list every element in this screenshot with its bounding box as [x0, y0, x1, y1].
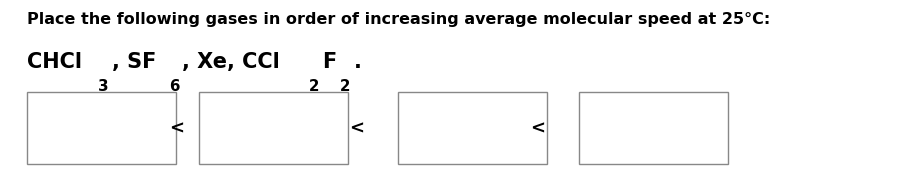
Text: 2: 2 [340, 79, 350, 94]
Text: <: < [169, 119, 183, 137]
Text: CHCl: CHCl [27, 52, 82, 72]
Bar [397, 92, 546, 164]
Text: 3: 3 [98, 79, 108, 94]
Text: , Xe, CCl: , Xe, CCl [182, 52, 280, 72]
Bar [27, 92, 176, 164]
Text: <: < [349, 119, 364, 137]
Text: , SF: , SF [112, 52, 156, 72]
Text: .: . [353, 52, 361, 72]
Text: <: < [530, 119, 545, 137]
Text: Place the following gases in order of increasing average molecular speed at 25°C: Place the following gases in order of in… [27, 12, 769, 27]
Text: F: F [321, 52, 336, 72]
Bar [199, 92, 348, 164]
Bar [578, 92, 727, 164]
Text: 6: 6 [169, 79, 179, 94]
Text: 2: 2 [308, 79, 319, 94]
